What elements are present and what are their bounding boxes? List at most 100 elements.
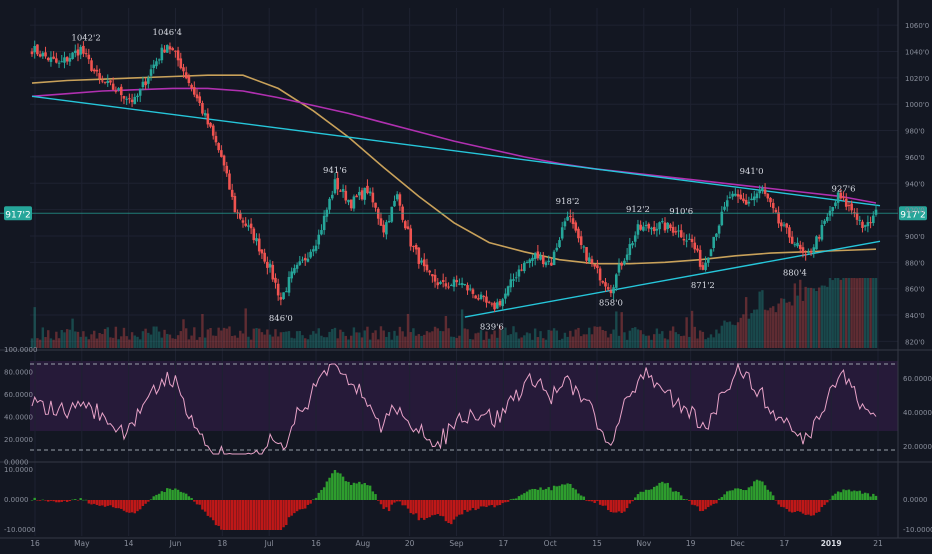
candle-body <box>165 44 169 53</box>
candle-body <box>826 216 829 221</box>
price-tick-label: 1020'0 <box>905 75 929 83</box>
oscillator-bar <box>439 500 442 516</box>
volume-bar <box>463 328 467 348</box>
oscillator-bar <box>450 500 453 525</box>
volume-bar <box>531 339 534 348</box>
volume-bar <box>439 330 442 348</box>
oscillator-bar <box>55 500 58 503</box>
candle-body <box>763 189 767 194</box>
oscillator-bar <box>266 500 269 530</box>
volume-bar <box>220 330 223 348</box>
oscillator-bar <box>696 500 699 507</box>
oscillator-bar <box>139 500 142 510</box>
oscillator-bar <box>287 500 291 518</box>
volume-bar <box>217 327 220 348</box>
candle-body <box>387 220 391 223</box>
volume-bar <box>241 333 245 348</box>
price-annotation: 927'6 <box>832 184 856 194</box>
volume-bar <box>387 332 391 348</box>
volume-bar <box>617 335 621 348</box>
oscillator-bar <box>774 500 778 501</box>
rsi-tick-label-right: 60.0000 <box>903 375 932 383</box>
candle-body <box>371 192 375 203</box>
candle-body <box>136 95 139 98</box>
oscillator-bar <box>306 500 310 505</box>
oscillator-bar <box>60 500 63 502</box>
time-tick-label: Nov <box>637 539 652 548</box>
rsi-tick-label-left: 0.0000 <box>4 459 29 467</box>
candle-body <box>266 261 269 268</box>
candle-body <box>452 279 456 287</box>
volume-bar <box>820 285 824 348</box>
volume-bar <box>222 327 226 348</box>
volume-bar <box>682 335 686 348</box>
oscillator-bar <box>763 485 767 500</box>
oscillator-bar <box>466 500 469 512</box>
oscillator-bar <box>298 500 302 510</box>
candle-body <box>301 259 304 261</box>
candle-body <box>623 260 626 265</box>
volume-bar <box>271 336 274 348</box>
volume-bar <box>312 331 315 348</box>
oscillator-bar <box>209 500 212 518</box>
volume-bar <box>769 307 772 348</box>
candle-body <box>593 264 596 267</box>
candle-body <box>366 185 369 194</box>
candle-body <box>536 251 540 259</box>
volume-bar <box>393 330 396 348</box>
candle-body <box>731 193 734 197</box>
candle-body <box>793 244 797 246</box>
volume-bar <box>417 334 421 348</box>
time-tick-label: 2019 <box>821 539 842 548</box>
candle-body <box>560 227 564 239</box>
candle-body <box>728 197 732 199</box>
candle-body <box>46 57 50 61</box>
oscillator-bar <box>539 487 542 500</box>
candle-body <box>574 222 578 231</box>
volume-bar <box>855 278 859 348</box>
time-tick-label: Dec <box>730 539 745 548</box>
oscillator-bar <box>593 500 596 503</box>
volume-bar <box>650 339 653 348</box>
oscillator-bar <box>598 500 602 505</box>
oscillator-bar <box>401 500 404 506</box>
oscillator-bar <box>801 500 805 514</box>
volume-bar <box>842 278 845 348</box>
oscillator-bar <box>469 500 472 511</box>
candle-body <box>198 96 202 103</box>
oscillator-bar <box>866 493 870 500</box>
oscillator-bar <box>141 500 145 507</box>
candle-body <box>566 216 569 221</box>
candle-body <box>501 299 504 307</box>
candle-body <box>260 249 264 254</box>
time-tick-label: Aug <box>356 539 371 548</box>
volume-bar <box>366 326 369 348</box>
oscillator-bar <box>103 500 107 507</box>
candle-body <box>111 83 115 90</box>
volume-bar <box>377 339 380 348</box>
candle-body <box>577 228 580 239</box>
candle-body <box>179 58 183 69</box>
volume-bar <box>655 328 659 348</box>
time-tick-label: Oct <box>544 539 557 548</box>
oscillator-bar <box>420 500 423 518</box>
candle-body <box>652 226 656 232</box>
volume-bar <box>817 287 821 348</box>
price-annotation: 941'0 <box>740 167 764 177</box>
oscillator-bar <box>344 481 347 500</box>
oscillator-bar <box>709 500 713 506</box>
price-annotation: 871'2 <box>691 281 715 291</box>
volume-bar <box>433 326 437 348</box>
oscillator-tick-label-left: 10.0000 <box>4 466 33 474</box>
volume-bar <box>68 329 72 348</box>
volume-bar <box>582 334 586 348</box>
candle-body <box>41 52 45 57</box>
oscillator-bar <box>604 500 607 506</box>
candle-body <box>685 240 688 242</box>
oscillator-bar <box>642 491 645 500</box>
volume-bar <box>171 338 174 348</box>
time-tick-label: 18 <box>218 539 228 548</box>
candle-body <box>182 67 185 72</box>
volume-bar <box>839 279 843 348</box>
oscillator-bar <box>276 500 280 530</box>
